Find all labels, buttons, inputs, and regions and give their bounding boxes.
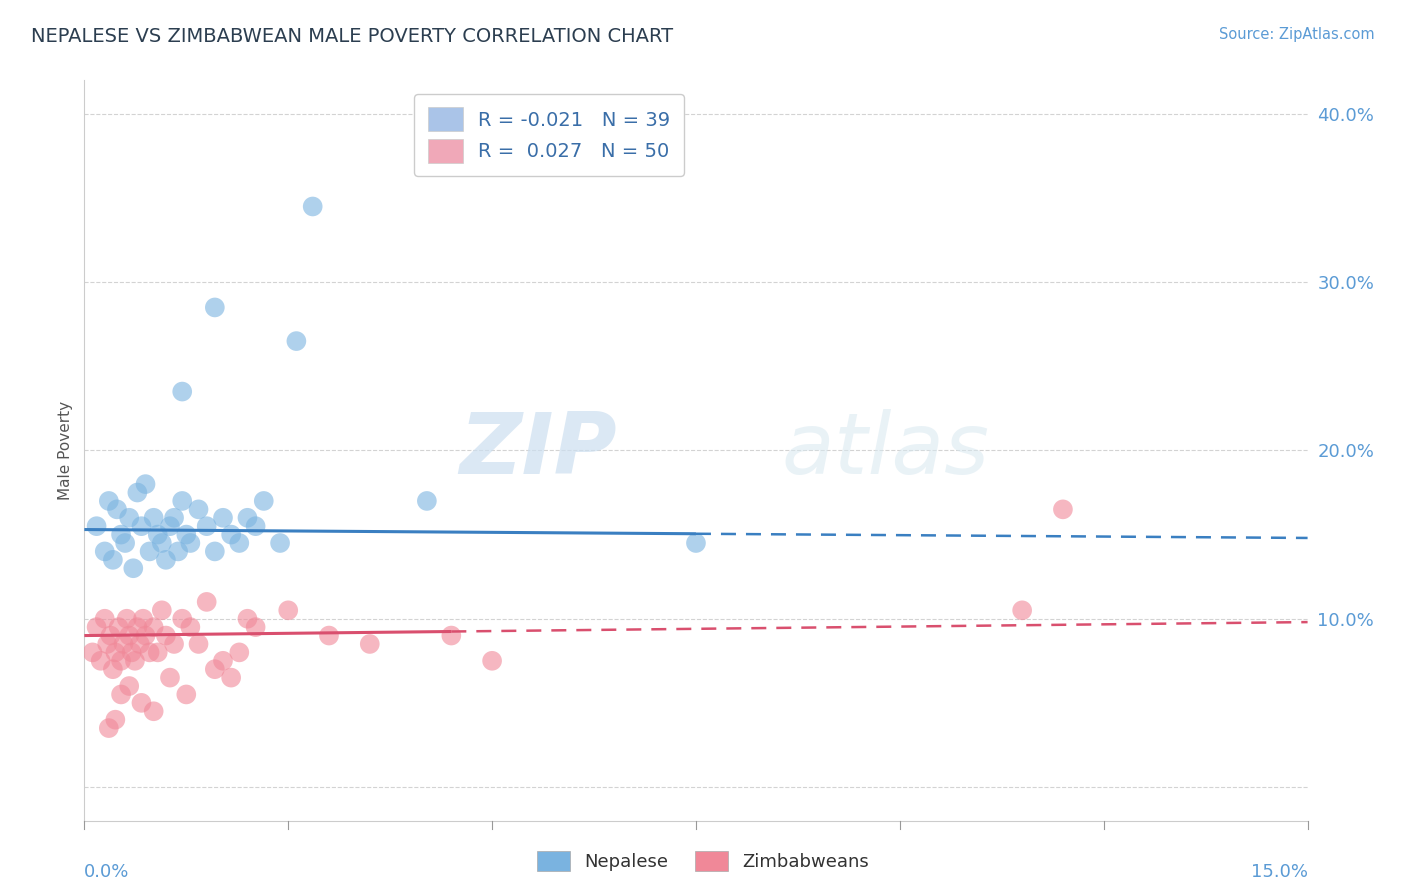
Point <box>142 620 165 634</box>
Point <box>104 645 127 659</box>
Point <box>195 519 218 533</box>
Point <box>96 637 118 651</box>
Point <box>105 502 128 516</box>
Y-axis label: Male Poverty: Male Poverty <box>58 401 73 500</box>
Point <box>138 544 160 558</box>
Point <box>124 654 146 668</box>
Point <box>204 662 226 676</box>
Point <box>481 654 503 668</box>
Point <box>97 494 120 508</box>
Point <box>416 494 439 508</box>
Point <box>187 502 209 516</box>
Point <box>174 527 197 541</box>
Legend: Nepalese, Zimbabweans: Nepalese, Zimbabweans <box>530 844 876 879</box>
Point <box>110 527 132 541</box>
Point <box>236 612 259 626</box>
Point <box>212 654 235 668</box>
Point <box>142 510 165 524</box>
Point <box>228 536 250 550</box>
Point <box>253 494 276 508</box>
Point <box>155 628 177 642</box>
Point <box>131 519 153 533</box>
Point <box>1052 502 1074 516</box>
Point <box>97 721 120 735</box>
Point <box>90 654 112 668</box>
Point <box>179 536 201 550</box>
Point <box>174 688 197 702</box>
Legend: R = -0.021   N = 39, R =  0.027   N = 50: R = -0.021 N = 39, R = 0.027 N = 50 <box>415 94 685 176</box>
Point <box>159 671 181 685</box>
Point <box>301 199 323 213</box>
Point <box>122 561 145 575</box>
Point <box>110 654 132 668</box>
Point <box>155 553 177 567</box>
Point <box>131 696 153 710</box>
Point <box>107 620 129 634</box>
Point <box>1011 603 1033 617</box>
Point <box>114 536 136 550</box>
Point <box>93 612 115 626</box>
Text: NEPALESE VS ZIMBABWEAN MALE POVERTY CORRELATION CHART: NEPALESE VS ZIMBABWEAN MALE POVERTY CORR… <box>31 27 673 45</box>
Point <box>219 527 242 541</box>
Point <box>359 637 381 651</box>
Point <box>132 612 155 626</box>
Point <box>104 713 127 727</box>
Point <box>86 519 108 533</box>
Point <box>101 662 124 676</box>
Point <box>269 536 291 550</box>
Point <box>146 527 169 541</box>
Point <box>100 628 122 642</box>
Point <box>187 637 209 651</box>
Text: atlas: atlas <box>782 409 990 492</box>
Point <box>685 536 707 550</box>
Point <box>118 510 141 524</box>
Point <box>245 620 267 634</box>
Point <box>86 620 108 634</box>
Point <box>135 477 157 491</box>
Point <box>127 620 149 634</box>
Point <box>93 544 115 558</box>
Point <box>112 637 135 651</box>
Point <box>163 510 186 524</box>
Text: 0.0%: 0.0% <box>84 863 129 880</box>
Point <box>318 628 340 642</box>
Point <box>179 620 201 634</box>
Point <box>195 595 218 609</box>
Point <box>172 612 194 626</box>
Point <box>118 628 141 642</box>
Point <box>159 519 181 533</box>
Point <box>163 637 186 651</box>
Point <box>440 628 463 642</box>
Point <box>245 519 267 533</box>
Point <box>150 536 173 550</box>
Point <box>135 628 157 642</box>
Text: ZIP: ZIP <box>458 409 616 492</box>
Text: 15.0%: 15.0% <box>1250 863 1308 880</box>
Point <box>277 603 299 617</box>
Point <box>285 334 308 348</box>
Point <box>82 645 104 659</box>
Point <box>121 645 143 659</box>
Point <box>219 671 242 685</box>
Point <box>128 637 150 651</box>
Point <box>204 544 226 558</box>
Point <box>110 688 132 702</box>
Point <box>138 645 160 659</box>
Text: Source: ZipAtlas.com: Source: ZipAtlas.com <box>1219 27 1375 42</box>
Point <box>150 603 173 617</box>
Point <box>228 645 250 659</box>
Point <box>212 510 235 524</box>
Point <box>172 494 194 508</box>
Point <box>146 645 169 659</box>
Point <box>204 301 226 315</box>
Point <box>236 510 259 524</box>
Point <box>118 679 141 693</box>
Point <box>101 553 124 567</box>
Point <box>115 612 138 626</box>
Point <box>167 544 190 558</box>
Point <box>142 704 165 718</box>
Point <box>127 485 149 500</box>
Point <box>172 384 194 399</box>
